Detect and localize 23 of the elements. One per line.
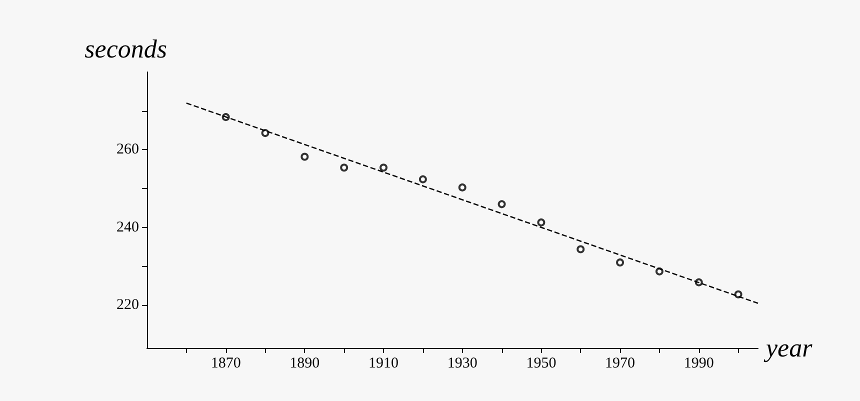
x-tick-label: 1930 bbox=[447, 356, 478, 372]
point bbox=[300, 152, 309, 161]
point bbox=[537, 218, 546, 226]
x-tick-label: 1950 bbox=[526, 356, 556, 372]
point bbox=[576, 245, 585, 254]
x-axis-title: year bbox=[763, 334, 814, 362]
y-axis-title: seconds bbox=[84, 34, 167, 64]
point bbox=[261, 129, 270, 138]
x-tick-label: 1890 bbox=[290, 356, 320, 372]
y-tick-label: 220 bbox=[116, 297, 139, 314]
x-tick-label: 1970 bbox=[605, 356, 636, 372]
x-tick-label: 1990 bbox=[684, 356, 714, 372]
point bbox=[340, 164, 348, 172]
point bbox=[380, 164, 388, 172]
point bbox=[498, 200, 506, 208]
point bbox=[616, 258, 624, 266]
point bbox=[734, 290, 742, 298]
point bbox=[458, 183, 466, 192]
y-tick-label: 240 bbox=[116, 219, 139, 236]
x-tick-label: 1910 bbox=[368, 356, 399, 372]
x-tick-label: 1870 bbox=[210, 356, 241, 372]
y-tick-label: 260 bbox=[116, 142, 139, 158]
point bbox=[418, 175, 427, 184]
